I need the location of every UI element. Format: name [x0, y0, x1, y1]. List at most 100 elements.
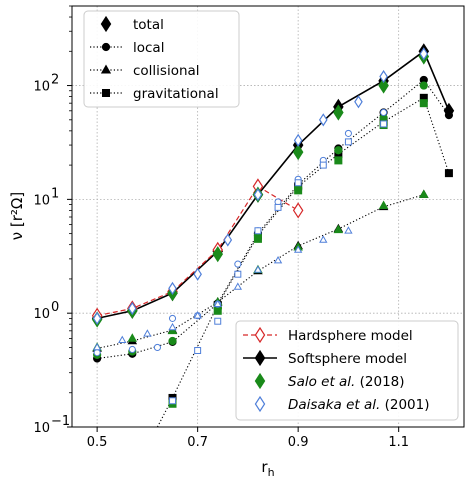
square-marker — [380, 120, 388, 128]
triangle-marker — [118, 335, 127, 343]
circle-marker — [234, 260, 242, 268]
diamond-marker — [333, 104, 344, 121]
triangle-marker — [293, 245, 303, 253]
y-tick-label: 10 — [33, 193, 50, 208]
triangle-marker — [344, 226, 353, 234]
diamond-marker — [379, 69, 388, 84]
circle-marker — [128, 345, 136, 354]
square-marker — [274, 203, 282, 211]
circle-marker — [168, 314, 177, 322]
diamond-marker — [253, 188, 263, 202]
triangle-marker — [319, 235, 328, 243]
legend-label-gravitational: gravitational — [133, 86, 219, 102]
plot-frame — [71, 5, 465, 428]
triangle-marker — [193, 311, 202, 319]
square-marker — [334, 156, 343, 165]
diamond-marker — [100, 15, 112, 33]
legend-label-year: (2018) — [355, 374, 404, 390]
y-tick-exponent: 1 — [51, 186, 59, 201]
square-marker — [254, 227, 262, 235]
diamond-marker — [212, 246, 224, 263]
diamond-marker — [168, 281, 177, 296]
circle-marker — [419, 81, 428, 90]
triangle-marker — [273, 256, 283, 264]
diamond-marker — [293, 133, 303, 147]
square-marker — [234, 270, 242, 278]
square-marker — [444, 169, 453, 178]
series-markers — [91, 43, 455, 408]
softsphere-collisional-line — [96, 194, 424, 349]
square-marker — [344, 138, 352, 146]
diamond-marker — [292, 202, 304, 219]
diamond-marker — [193, 267, 202, 281]
y-tick-label: 10 — [33, 307, 50, 322]
diamond-marker — [292, 144, 304, 161]
triangle-marker — [92, 342, 102, 351]
legend-top-left: total local collisional gravitational — [83, 10, 240, 108]
legend-label-local: local — [133, 40, 164, 56]
circle-marker — [153, 343, 161, 352]
diamond-marker — [254, 372, 266, 390]
diamond-marker — [318, 113, 328, 127]
diamond-marker — [354, 95, 363, 109]
softsphere-total-line — [96, 50, 450, 320]
triangle-marker — [213, 299, 222, 308]
x-tick-label: 0.7 — [187, 435, 208, 450]
square-marker — [319, 161, 327, 169]
square-marker — [213, 306, 222, 315]
circle-marker — [101, 42, 111, 52]
circle-marker — [168, 336, 177, 346]
square-marker — [253, 234, 262, 243]
softsphere-gravitational-line — [172, 96, 450, 399]
square-marker — [294, 186, 303, 195]
diamond-marker — [254, 395, 266, 413]
triangle-marker — [233, 282, 243, 290]
legend-label: Hardsphere model — [288, 328, 413, 344]
legend-label-total: total — [133, 17, 164, 33]
y-tick-exponent: 0 — [51, 300, 59, 315]
legend-bottom-right: Hardsphere model Softsphere model Salo et … — [235, 320, 459, 421]
triangle-marker — [378, 200, 389, 209]
triangle-marker — [419, 189, 429, 198]
legend-label: Daisaka et al. (2001) — [288, 397, 430, 413]
legend-top-left-box — [83, 10, 240, 108]
square-marker — [214, 317, 222, 325]
diamond-marker — [128, 301, 137, 316]
circle-marker — [344, 129, 352, 137]
square-marker — [419, 99, 428, 108]
square-marker — [169, 397, 176, 405]
legend-label-collisional: collisional — [133, 63, 200, 79]
y-tick-label: 10 — [33, 80, 50, 95]
x-axis-title: rh — [261, 458, 274, 478]
y-tick-exponent: 2 — [51, 73, 59, 88]
diamond-marker — [254, 349, 266, 367]
legend-label-italic: Daisaka et al. — [288, 397, 380, 413]
legend-label-year: (2001) — [380, 397, 429, 413]
x-tick-label: 0.5 — [87, 435, 108, 450]
diamond-marker — [92, 311, 102, 326]
square-marker — [294, 179, 302, 187]
square-marker — [102, 89, 110, 97]
diamond-marker — [378, 77, 389, 94]
triangle-marker — [168, 322, 177, 331]
square-marker — [194, 347, 202, 354]
triangle-marker — [143, 329, 152, 337]
diamond-marker — [223, 233, 233, 247]
triangle-marker — [333, 224, 344, 234]
legend-bottom-right-box — [235, 320, 459, 421]
x-tick-label: 1.1 — [388, 435, 409, 450]
circle-marker — [93, 349, 101, 357]
diamond-marker — [254, 326, 266, 344]
circle-marker — [380, 108, 388, 117]
triangle-marker — [100, 64, 112, 74]
x-tick-label: 0.9 — [288, 435, 309, 450]
triangle-marker — [127, 333, 138, 342]
y-axis-title: ν [r²Ω] — [8, 192, 26, 241]
circle-marker — [444, 111, 454, 120]
legend-label: Salo et al. (2018) — [288, 374, 405, 390]
diamond-marker — [419, 47, 429, 61]
triangle-marker — [253, 265, 263, 273]
circle-marker — [334, 146, 343, 155]
y-tick-exponent: −1 — [51, 414, 70, 429]
